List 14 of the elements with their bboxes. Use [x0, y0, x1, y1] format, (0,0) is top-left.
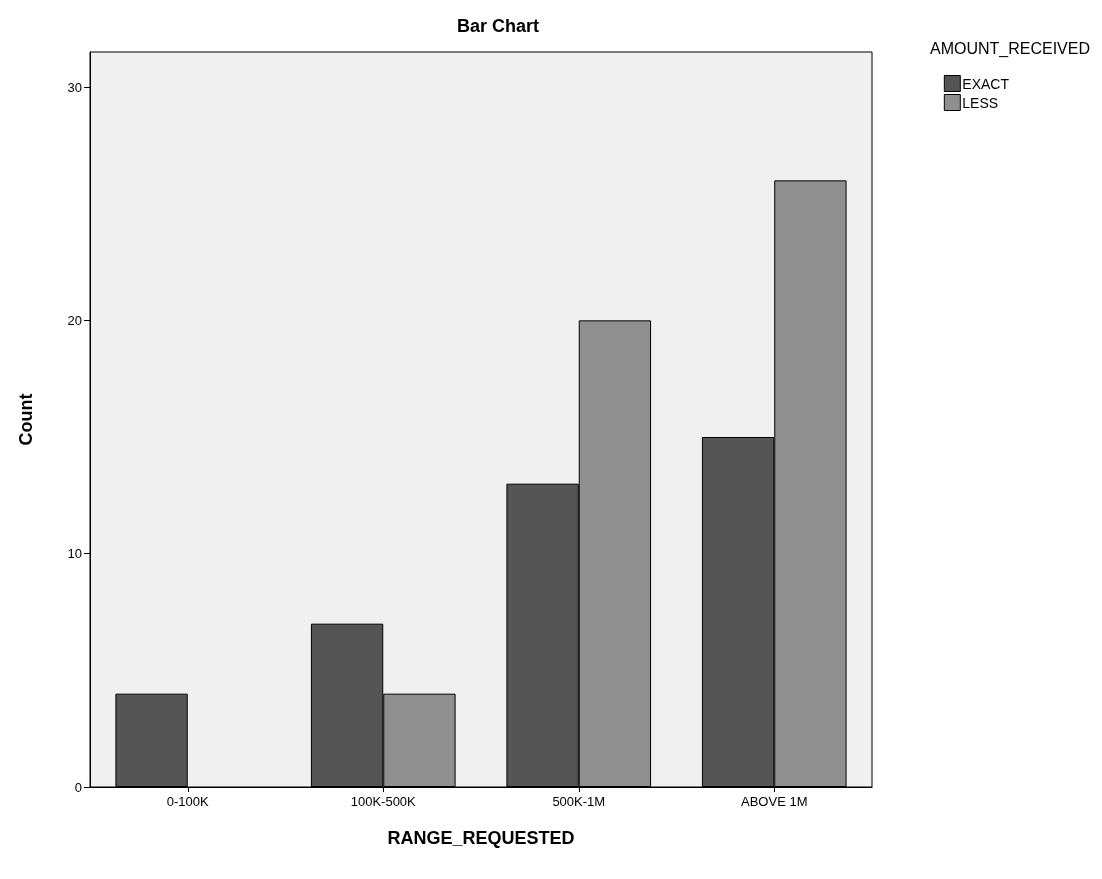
legend-title: AMOUNT_RECEIVED	[929, 39, 1091, 58]
x-tick-label: 0-100K	[166, 794, 210, 809]
x-tick-label: 100K-500K	[350, 794, 417, 809]
x-axis-title: RANGE_REQUESTED	[387, 828, 575, 848]
y-tick-label: 30	[67, 79, 82, 95]
y-tick-label: 10	[67, 546, 82, 562]
y-axis-title: Count	[16, 393, 36, 446]
x-tick-label: ABOVE 1M	[741, 794, 808, 809]
legend-label: LESS	[962, 94, 999, 111]
x-tick-label: 500K-1M	[552, 794, 606, 809]
legend-label: EXACT	[962, 75, 1010, 92]
y-tick-label: 0	[74, 779, 82, 795]
chart-title: Bar Chart	[456, 16, 540, 36]
y-tick-label: 20	[67, 312, 82, 328]
